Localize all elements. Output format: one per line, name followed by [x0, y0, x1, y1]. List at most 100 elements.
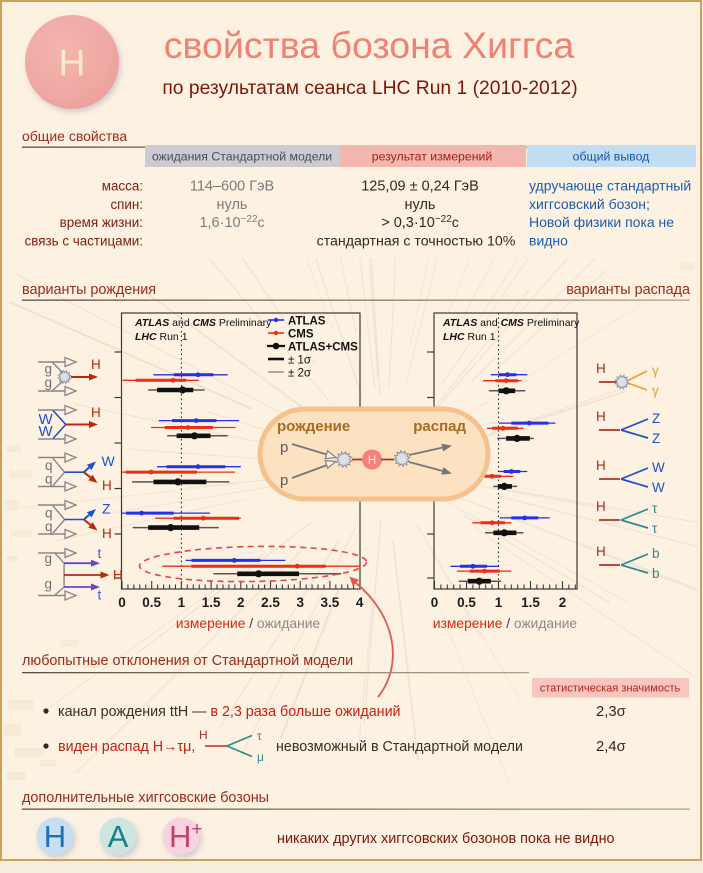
svg-text:τ: τ — [652, 521, 658, 536]
svg-text:1: 1 — [178, 595, 186, 610]
svg-text:время жизни:: время жизни: — [60, 215, 143, 230]
svg-text:канал рождения ttH — в 2,3 раз: канал рождения ttH — в 2,3 раза больше о… — [58, 704, 401, 720]
svg-text:3.5: 3.5 — [321, 595, 340, 610]
svg-text:H: H — [368, 455, 376, 467]
svg-text:H: H — [199, 728, 208, 742]
svg-text:0.5: 0.5 — [142, 595, 161, 610]
svg-text:хиггсовский бозон;: хиггсовский бозон; — [529, 196, 650, 212]
svg-text:Z: Z — [652, 411, 660, 426]
svg-text:τ: τ — [652, 501, 658, 516]
svg-text:t: t — [98, 588, 102, 603]
svg-text:4: 4 — [356, 595, 364, 610]
svg-text:свойства бозона Хиггса: свойства бозона Хиггса — [164, 24, 575, 66]
svg-text:связь с частицами:: связь с частицами: — [25, 233, 143, 248]
svg-text:2,4σ: 2,4σ — [596, 739, 626, 755]
svg-text:μ: μ — [257, 750, 264, 764]
svg-text:статистическая значимость: статистическая значимость — [540, 683, 681, 695]
svg-text:2.5: 2.5 — [261, 595, 280, 610]
svg-text:g: g — [45, 551, 53, 566]
svg-text:H: H — [102, 526, 112, 541]
svg-text:H: H — [59, 43, 86, 84]
svg-text:Z: Z — [102, 501, 111, 517]
svg-text:LHC Run 1: LHC Run 1 — [443, 331, 496, 343]
svg-text:q: q — [45, 472, 53, 487]
svg-text:H: H — [91, 357, 101, 372]
svg-text:варианты распада: варианты распада — [566, 282, 690, 298]
svg-text:W: W — [652, 480, 665, 495]
svg-text:A: A — [108, 819, 129, 854]
svg-text:H: H — [596, 409, 606, 424]
svg-text:2: 2 — [559, 595, 567, 610]
svg-text:H: H — [596, 361, 606, 376]
svg-text:ATLAS+CMS: ATLAS+CMS — [288, 342, 358, 354]
svg-text:H: H — [113, 568, 123, 583]
svg-text:видно: видно — [529, 232, 568, 248]
svg-text:q: q — [45, 458, 53, 473]
svg-text:стандартная с точностью 10%: стандартная с точностью 10% — [317, 233, 516, 249]
svg-text:общие свойства: общие свойства — [22, 128, 127, 144]
svg-text:q: q — [45, 519, 53, 534]
svg-text:нуль: нуль — [405, 197, 436, 213]
svg-text:H: H — [596, 544, 606, 559]
svg-text:125,09 ± 0,24 ГэВ: 125,09 ± 0,24 ГэВ — [361, 179, 479, 195]
svg-text:невозможный в Стандартной моде: невозможный в Стандартной модели — [276, 739, 523, 755]
svg-text:p: p — [280, 472, 288, 489]
svg-text:t: t — [98, 546, 102, 561]
svg-text:ATLAS: ATLAS — [288, 316, 326, 328]
svg-text:Z: Z — [652, 431, 660, 446]
svg-text:H: H — [596, 499, 606, 514]
svg-text:H: H — [91, 405, 101, 420]
svg-text:ATLAS and CMS Preliminary: ATLAS and CMS Preliminary — [442, 317, 580, 329]
svg-text:H: H — [596, 458, 606, 473]
svg-text:b: b — [652, 546, 660, 561]
svg-text:0: 0 — [431, 595, 439, 610]
svg-text:γ: γ — [652, 363, 659, 378]
svg-text:± 1σ: ± 1σ — [288, 355, 311, 367]
svg-text:виден распад H→τμ,: виден распад H→τμ, — [58, 739, 195, 755]
svg-text:0: 0 — [118, 595, 126, 610]
svg-text:γ: γ — [652, 383, 659, 398]
svg-text:измерение / ожидание: измерение / ожидание — [433, 616, 578, 631]
svg-text:измерение / ожидание: измерение / ожидание — [176, 616, 321, 631]
svg-text:± 2σ: ± 2σ — [288, 368, 311, 380]
svg-text:W: W — [39, 423, 54, 440]
svg-text:общий вывод: общий вывод — [573, 150, 650, 164]
svg-text:p: p — [280, 439, 288, 456]
svg-text:3: 3 — [296, 595, 304, 610]
svg-text:спин:: спин: — [110, 197, 143, 212]
svg-text:1.5: 1.5 — [202, 595, 221, 610]
svg-text:W: W — [652, 460, 665, 475]
svg-text:распад: распад — [413, 418, 466, 435]
svg-text:ожидания Стандартной модели: ожидания Стандартной модели — [152, 150, 332, 164]
svg-text:H: H — [44, 819, 66, 854]
svg-text:1: 1 — [495, 595, 503, 610]
svg-text:W: W — [102, 453, 116, 469]
svg-text:g: g — [45, 362, 53, 377]
svg-text:114–600 ГэВ: 114–600 ГэВ — [190, 179, 274, 195]
svg-text:Новой физики пока не: Новой физики пока не — [529, 214, 674, 230]
svg-text:любопытные отклонения от Станд: любопытные отклонения от Стандартной мод… — [22, 653, 353, 669]
svg-text:удручающе стандартный: удручающе стандартный — [529, 178, 691, 194]
svg-text:1.5: 1.5 — [521, 595, 540, 610]
svg-text:дополнительные хиггсовские боз: дополнительные хиггсовские бозоны — [22, 790, 269, 806]
svg-text:никаких других хиггсовских боз: никаких других хиггсовских бозонов пока … — [277, 831, 615, 847]
svg-text:CMS: CMS — [288, 329, 314, 341]
svg-text:2: 2 — [237, 595, 245, 610]
svg-text:LHC Run 1: LHC Run 1 — [135, 331, 188, 343]
svg-text:ATLAS and CMS Preliminary: ATLAS and CMS Preliminary — [134, 317, 272, 329]
svg-text:нуль: нуль — [217, 197, 248, 213]
svg-text:рождение: рождение — [277, 418, 350, 435]
svg-text:результат измерений: результат измерений — [372, 150, 493, 164]
svg-text:b: b — [652, 566, 660, 581]
svg-text:g: g — [45, 375, 53, 390]
svg-text:g: g — [45, 577, 53, 592]
svg-text:по результатам сеанса LHC Run: по результатам сеанса LHC Run 1 (2010-20… — [162, 78, 577, 99]
svg-text:H: H — [102, 478, 112, 493]
svg-text:q: q — [45, 506, 53, 521]
svg-text:0.5: 0.5 — [457, 595, 476, 610]
svg-text:τ: τ — [257, 729, 262, 743]
svg-text:варианты рождения: варианты рождения — [22, 282, 156, 298]
svg-text:масса:: масса: — [102, 179, 143, 194]
svg-text:2,3σ: 2,3σ — [596, 704, 626, 720]
svg-text:W: W — [39, 411, 54, 428]
